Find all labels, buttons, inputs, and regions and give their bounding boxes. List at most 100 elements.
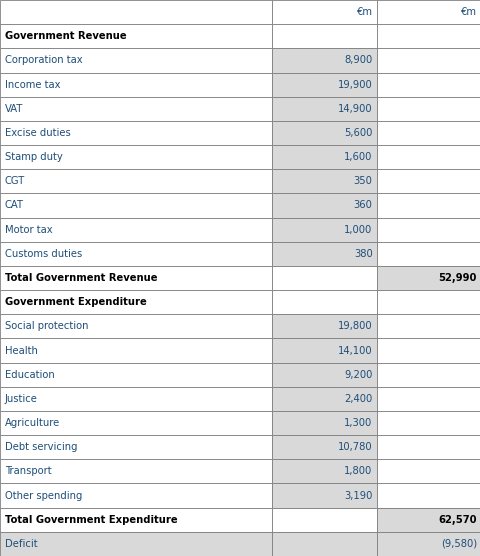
Bar bbox=[271, 242, 376, 266]
Bar bbox=[376, 532, 480, 556]
Bar bbox=[376, 97, 480, 121]
Text: 5,600: 5,600 bbox=[344, 128, 372, 138]
Bar bbox=[376, 266, 480, 290]
Text: 380: 380 bbox=[353, 249, 372, 259]
Text: Excise duties: Excise duties bbox=[5, 128, 71, 138]
Bar bbox=[271, 459, 376, 484]
Bar bbox=[0, 484, 271, 508]
Bar bbox=[271, 435, 376, 459]
Bar bbox=[376, 484, 480, 508]
Bar bbox=[0, 363, 271, 387]
Text: 14,100: 14,100 bbox=[337, 345, 372, 355]
Bar bbox=[376, 121, 480, 145]
Text: 2,400: 2,400 bbox=[344, 394, 372, 404]
Text: Social protection: Social protection bbox=[5, 321, 88, 331]
Bar bbox=[0, 411, 271, 435]
Text: Education: Education bbox=[5, 370, 55, 380]
Bar bbox=[271, 24, 376, 48]
Bar bbox=[0, 290, 271, 314]
Text: Customs duties: Customs duties bbox=[5, 249, 82, 259]
Text: Other spending: Other spending bbox=[5, 490, 82, 500]
Bar bbox=[0, 48, 271, 72]
Bar bbox=[376, 387, 480, 411]
Text: Total Government Expenditure: Total Government Expenditure bbox=[5, 515, 177, 525]
Text: Government Revenue: Government Revenue bbox=[5, 31, 126, 41]
Text: Stamp duty: Stamp duty bbox=[5, 152, 62, 162]
Bar bbox=[271, 121, 376, 145]
Bar bbox=[271, 314, 376, 339]
Text: 350: 350 bbox=[353, 176, 372, 186]
Bar bbox=[376, 339, 480, 363]
Bar bbox=[376, 459, 480, 484]
Bar bbox=[0, 121, 271, 145]
Text: 62,570: 62,570 bbox=[438, 515, 476, 525]
Bar bbox=[271, 169, 376, 193]
Bar bbox=[0, 242, 271, 266]
Text: Justice: Justice bbox=[5, 394, 38, 404]
Text: 1,800: 1,800 bbox=[344, 466, 372, 476]
Bar bbox=[271, 508, 376, 532]
Text: 8,900: 8,900 bbox=[344, 56, 372, 66]
Text: 19,800: 19,800 bbox=[337, 321, 372, 331]
Bar bbox=[376, 508, 480, 532]
Text: 19,900: 19,900 bbox=[337, 80, 372, 90]
Bar bbox=[0, 24, 271, 48]
Bar bbox=[376, 314, 480, 339]
Bar bbox=[0, 97, 271, 121]
Bar bbox=[271, 532, 376, 556]
Text: Income tax: Income tax bbox=[5, 80, 60, 90]
Bar bbox=[0, 72, 271, 97]
Bar bbox=[271, 387, 376, 411]
Bar bbox=[271, 339, 376, 363]
Text: 1,300: 1,300 bbox=[344, 418, 372, 428]
Text: 10,780: 10,780 bbox=[337, 442, 372, 452]
Bar bbox=[376, 363, 480, 387]
Bar bbox=[0, 169, 271, 193]
Text: (9,580): (9,580) bbox=[440, 539, 476, 549]
Bar bbox=[376, 24, 480, 48]
Text: Deficit: Deficit bbox=[5, 539, 37, 549]
Bar bbox=[271, 72, 376, 97]
Bar bbox=[0, 266, 271, 290]
Bar bbox=[271, 290, 376, 314]
Bar bbox=[271, 48, 376, 72]
Bar bbox=[376, 48, 480, 72]
Text: Motor tax: Motor tax bbox=[5, 225, 52, 235]
Bar bbox=[0, 387, 271, 411]
Bar bbox=[0, 532, 271, 556]
Text: 3,190: 3,190 bbox=[344, 490, 372, 500]
Bar bbox=[271, 363, 376, 387]
Bar bbox=[0, 193, 271, 217]
Bar bbox=[0, 217, 271, 242]
Text: 52,990: 52,990 bbox=[438, 273, 476, 283]
Bar bbox=[271, 97, 376, 121]
Bar bbox=[376, 193, 480, 217]
Bar bbox=[0, 314, 271, 339]
Bar bbox=[376, 290, 480, 314]
Text: VAT: VAT bbox=[5, 104, 24, 114]
Text: Health: Health bbox=[5, 345, 38, 355]
Text: CGT: CGT bbox=[5, 176, 25, 186]
Text: Debt servicing: Debt servicing bbox=[5, 442, 77, 452]
Bar bbox=[376, 217, 480, 242]
Bar bbox=[376, 72, 480, 97]
Bar bbox=[271, 145, 376, 169]
Bar bbox=[0, 435, 271, 459]
Bar bbox=[271, 411, 376, 435]
Text: Agriculture: Agriculture bbox=[5, 418, 60, 428]
Text: Government Expenditure: Government Expenditure bbox=[5, 297, 146, 307]
Text: 360: 360 bbox=[353, 201, 372, 211]
Text: 1,600: 1,600 bbox=[344, 152, 372, 162]
Bar bbox=[376, 0, 480, 24]
Bar bbox=[0, 339, 271, 363]
Bar bbox=[271, 484, 376, 508]
Bar bbox=[376, 435, 480, 459]
Text: Total Government Revenue: Total Government Revenue bbox=[5, 273, 157, 283]
Text: 9,200: 9,200 bbox=[344, 370, 372, 380]
Bar bbox=[376, 169, 480, 193]
Bar bbox=[0, 508, 271, 532]
Bar bbox=[0, 145, 271, 169]
Bar bbox=[376, 145, 480, 169]
Bar bbox=[271, 217, 376, 242]
Bar bbox=[376, 242, 480, 266]
